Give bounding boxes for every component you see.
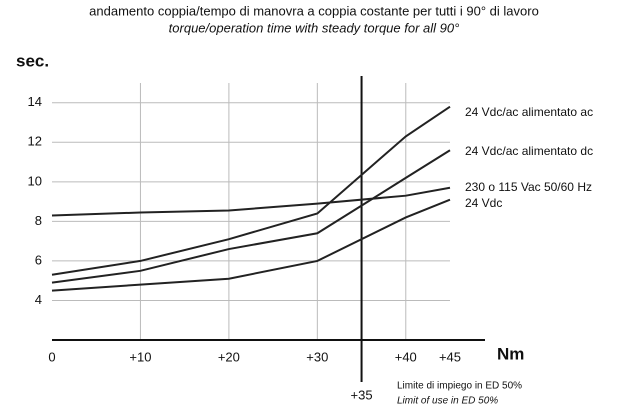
series-label: 24 Vdc xyxy=(465,196,502,210)
x-tick-label: 0 xyxy=(48,349,55,364)
series-line xyxy=(51,186,451,217)
x-tick-label: +10 xyxy=(129,349,151,364)
limit-note: Limite di impiego in ED 50% xyxy=(397,381,522,392)
limit-note-en: Limit of use in ED 50% xyxy=(397,396,498,407)
series-line xyxy=(51,149,451,284)
y-tick-label: 4 xyxy=(35,292,42,307)
y-tick-label: 8 xyxy=(35,213,42,228)
x-axis-label: Nm xyxy=(497,344,524,363)
y-axis-label: sec. xyxy=(16,51,49,70)
series-line xyxy=(51,198,451,292)
series-label: 24 Vdc/ac alimentato dc xyxy=(465,144,593,158)
y-tick-label: 14 xyxy=(28,94,42,109)
chart-title: andamento coppia/tempo di manovra a copp… xyxy=(89,3,539,18)
y-tick-label: 10 xyxy=(28,173,42,188)
x-tick-label: +45 xyxy=(439,349,461,364)
series-label: 24 Vdc/ac alimentato ac xyxy=(465,105,593,119)
y-tick-label: 6 xyxy=(35,252,42,267)
y-tick-label: 12 xyxy=(28,134,42,149)
series-label: 230 o 115 Vac 50/60 Hz xyxy=(465,180,592,194)
chart-subtitle: torque/operation time with steady torque… xyxy=(169,20,460,35)
series-line xyxy=(51,105,451,276)
x-tick-label: +40 xyxy=(395,349,417,364)
limit-label: +35 xyxy=(351,387,373,402)
x-tick-label: +30 xyxy=(306,349,328,364)
x-tick-label: +20 xyxy=(218,349,240,364)
